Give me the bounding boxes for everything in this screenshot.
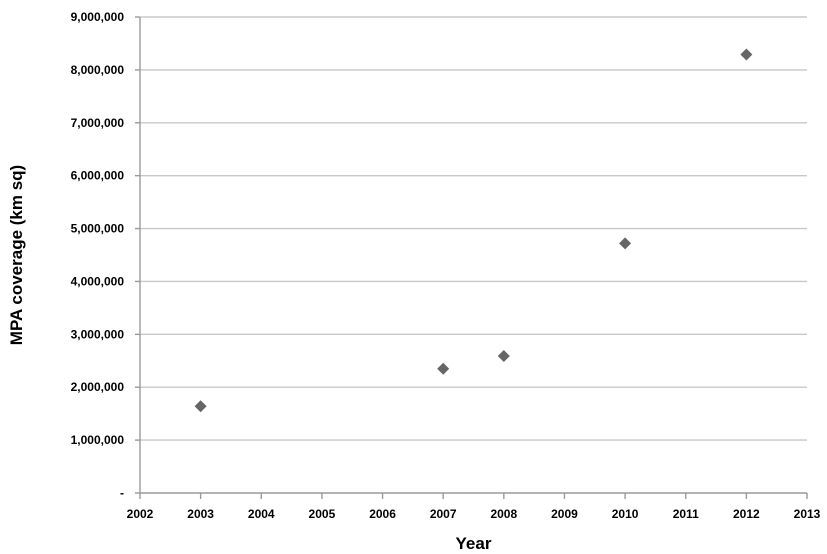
x-tick-label: 2004 — [248, 507, 275, 521]
y-tick-label: 4,000,000 — [71, 274, 125, 288]
y-tick-label: 7,000,000 — [71, 116, 125, 130]
x-tick-label: 2002 — [127, 507, 154, 521]
y-tick-labels: - 1,000,000 2,000,000 3,000,000 4,000,000 5,0… — [71, 10, 125, 500]
y-axis-title: MPA coverage (km sq) — [7, 165, 26, 345]
axes — [135, 16, 808, 499]
x-tick-label: 2006 — [369, 507, 396, 521]
data-point — [194, 400, 207, 413]
data-point — [497, 350, 510, 363]
y-tick-label: 1,000,000 — [71, 433, 125, 447]
x-tick-label: 2011 — [673, 507, 699, 521]
gridlines — [140, 16, 807, 441]
data-point — [437, 362, 450, 375]
x-tick-label: 2012 — [733, 507, 760, 521]
x-tick-label: 2013 — [794, 507, 821, 521]
x-tick-label: 2010 — [612, 507, 639, 521]
x-tick-label: 2005 — [309, 507, 336, 521]
data-points — [194, 48, 753, 413]
y-tick-label: 8,000,000 — [71, 63, 125, 77]
x-tick-label: 2009 — [551, 507, 578, 521]
x-tick-label: 2003 — [187, 507, 214, 521]
x-tick-label: 2007 — [430, 507, 457, 521]
x-tick-labels: 2002 2003 2004 2005 2006 2007 2008 2009 2010 2011… — [127, 507, 821, 521]
y-tick-label: 5,000,000 — [71, 222, 125, 236]
data-point — [740, 48, 753, 61]
x-tick-label: 2008 — [490, 507, 517, 521]
data-point — [619, 237, 632, 250]
y-tick-label: 2,000,000 — [71, 380, 125, 394]
y-tick-label: 3,000,000 — [71, 327, 125, 341]
y-tick-label: - — [120, 486, 124, 500]
y-tick-label: 9,000,000 — [71, 10, 125, 24]
x-axis-title: Year — [456, 534, 492, 553]
y-tick-label: 6,000,000 — [71, 169, 125, 183]
